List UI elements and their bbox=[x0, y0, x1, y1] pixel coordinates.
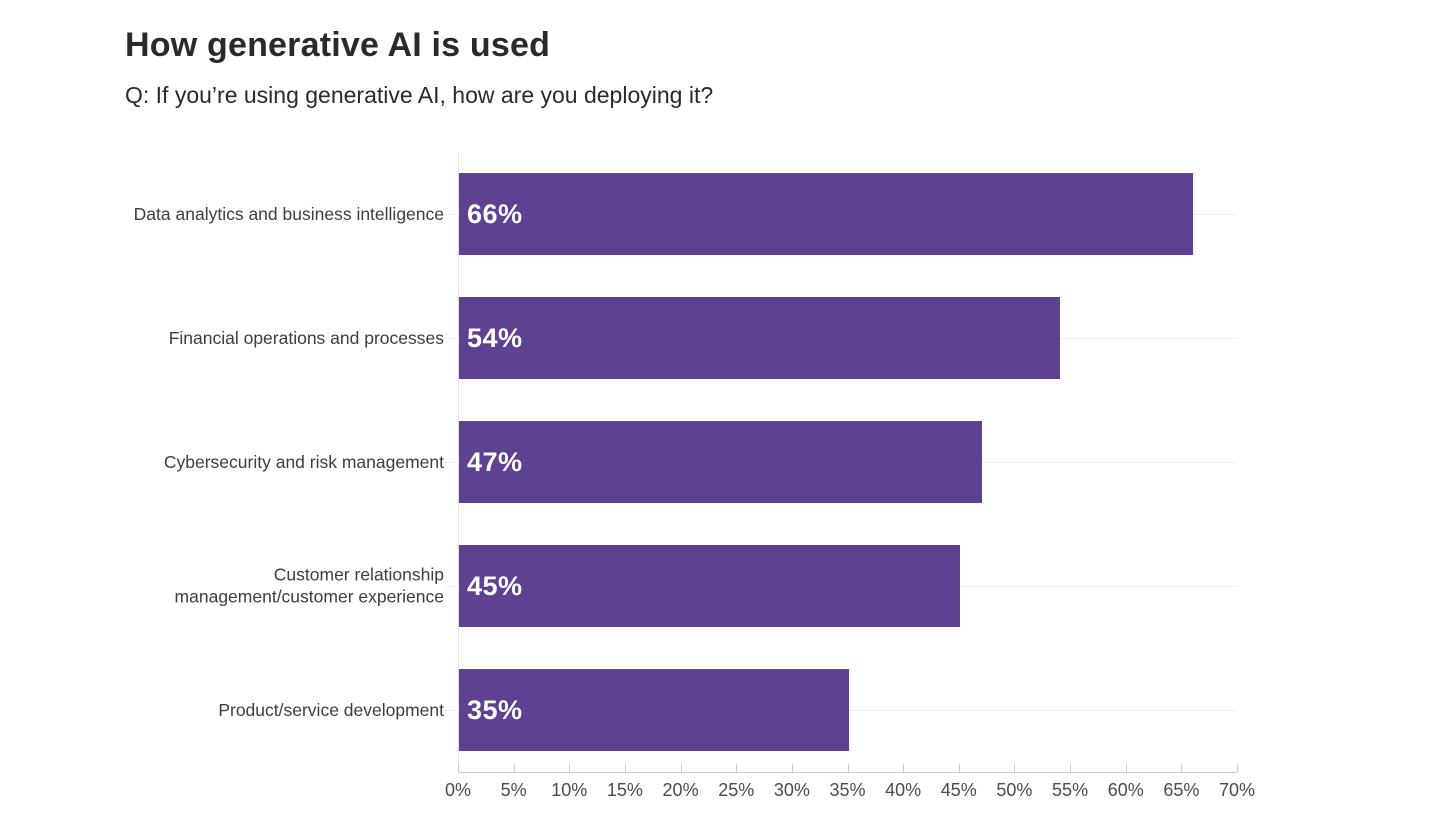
x-tick-label: 5% bbox=[500, 780, 527, 800]
category-label: Data analytics and business intelligence bbox=[133, 203, 444, 224]
bar-row: Data analytics and business intelligence… bbox=[134, 152, 1237, 276]
x-tick-label: 60% bbox=[1107, 780, 1144, 800]
bar: 54% bbox=[459, 297, 1060, 379]
x-tick-label: 0% bbox=[444, 780, 472, 800]
x-tick-label: 55% bbox=[1052, 780, 1089, 800]
x-tick bbox=[736, 764, 738, 772]
x-tick bbox=[847, 764, 849, 772]
x-axis: 0% 5% 10% 15% 20% 25% 30% 35% 40% 45% 50% 55% 60% 65%… bbox=[445, 764, 1255, 822]
y-axis-line bbox=[458, 152, 459, 772]
x-tick bbox=[958, 764, 960, 772]
x-tick-label: 15% bbox=[606, 780, 643, 800]
category-label: Customer relationship management/custome… bbox=[174, 564, 444, 607]
bar-row: Product/service development 35% bbox=[218, 648, 1237, 772]
bar-value-label: 47% bbox=[467, 446, 523, 477]
x-tick bbox=[1125, 764, 1127, 772]
bar-row: Customer relationship management/custome… bbox=[175, 524, 1237, 648]
x-tick bbox=[680, 764, 682, 772]
x-tick-label: 35% bbox=[829, 780, 866, 800]
bar: 35% bbox=[459, 669, 849, 751]
x-tick bbox=[624, 764, 626, 772]
x-tick bbox=[903, 764, 905, 772]
bar-row: Financial operations and processes 54% bbox=[169, 276, 1237, 400]
bar-rows: Data analytics and business intelligence… bbox=[134, 152, 1237, 772]
x-tick-label: 50% bbox=[996, 780, 1033, 800]
x-tick-label: 45% bbox=[940, 780, 977, 800]
x-tick-label: 10% bbox=[551, 780, 588, 800]
category-label: Financial operations and processes bbox=[168, 327, 444, 348]
category-label: Product/service development bbox=[218, 699, 444, 720]
bar: 47% bbox=[459, 421, 983, 503]
x-tick bbox=[513, 764, 515, 772]
chart-title: How generative AI is used bbox=[125, 26, 551, 64]
bar-value-label: 45% bbox=[467, 570, 523, 601]
chart-subtitle: Q: If you’re using generative AI, how ar… bbox=[125, 82, 714, 108]
x-tick bbox=[458, 764, 459, 772]
x-tick-label: 20% bbox=[662, 780, 699, 800]
bar: 45% bbox=[459, 545, 960, 627]
x-tick bbox=[1237, 764, 1238, 772]
x-tick bbox=[1070, 764, 1072, 772]
x-tick bbox=[569, 764, 571, 772]
bar: 66% bbox=[459, 173, 1194, 255]
bar-value-label: 54% bbox=[467, 322, 523, 353]
x-tick-label: 40% bbox=[885, 780, 922, 800]
x-tick-label: 30% bbox=[773, 780, 810, 800]
x-tick bbox=[1181, 764, 1183, 772]
x-tick-label: 25% bbox=[718, 780, 755, 800]
plot-area: Data analytics and business intelligence… bbox=[134, 152, 1255, 800]
bar-row: Cybersecurity and risk management 47% bbox=[164, 400, 1237, 524]
x-tick-label: 70% bbox=[1218, 780, 1256, 800]
bar-value-label: 35% bbox=[467, 694, 523, 725]
bar-value-label: 66% bbox=[467, 198, 523, 229]
x-axis-baseline bbox=[458, 772, 1237, 773]
x-tick bbox=[1014, 764, 1016, 772]
category-label: Cybersecurity and risk management bbox=[163, 451, 444, 472]
x-tick-label: 65% bbox=[1163, 780, 1200, 800]
x-tick bbox=[791, 764, 793, 772]
